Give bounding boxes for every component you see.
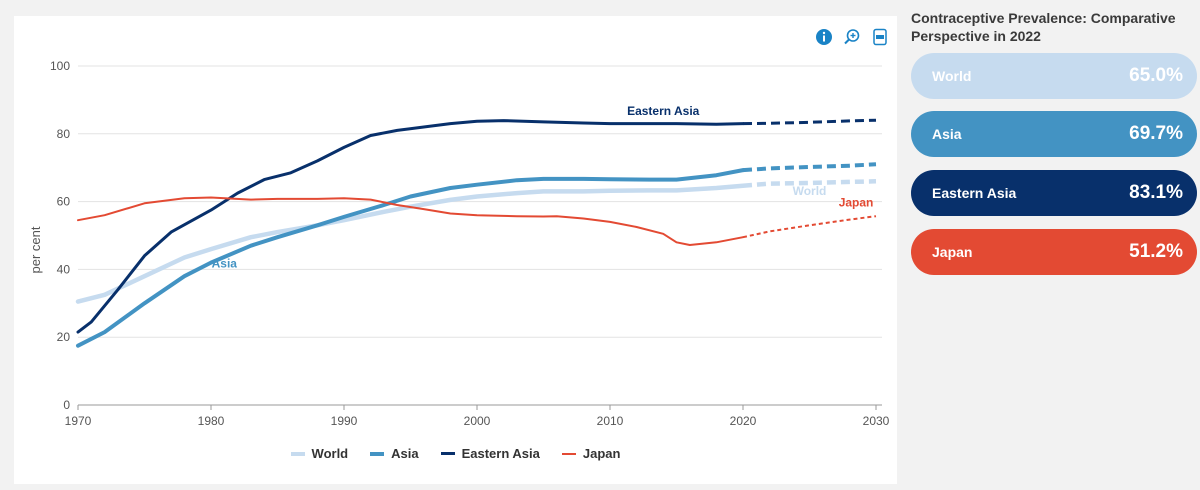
legend-swatch-japan — [561, 452, 576, 455]
legend-label-japan: Japan — [582, 446, 621, 461]
series — [75, 118, 877, 348]
x-tick-label: 2020 — [730, 414, 757, 428]
side-panel-title: Contraceptive Prevalence: Comparative Pe… — [911, 10, 1176, 44]
stat-value-japan: 51.2% — [1129, 241, 1183, 262]
legend-swatch-eastern-asia — [440, 452, 455, 455]
y-tick-label: 20 — [57, 330, 71, 344]
series-label-japan: Japan — [839, 196, 874, 210]
series-line-asia — [76, 168, 745, 348]
info-icon[interactable] — [815, 28, 833, 46]
stat-value-world: 65.0% — [1129, 65, 1183, 86]
stat-name-asia: Asia — [932, 126, 962, 142]
stat-name-world: World — [932, 68, 972, 84]
chart-legend: World Asia Eastern Asia Japan — [14, 446, 897, 461]
legend-item-eastern-asia[interactable]: Eastern Asia — [440, 446, 540, 461]
x-tick-label: 2000 — [464, 414, 491, 428]
y-tick-label: 40 — [57, 262, 71, 276]
series-labels: World Asia Eastern Asia Japan — [212, 104, 874, 271]
stat-card-eastern-asia: Eastern Asia 83.1% — [911, 170, 1197, 216]
stat-value-asia: 69.7% — [1129, 123, 1183, 144]
legend-item-asia[interactable]: Asia — [370, 446, 419, 461]
series-line-world — [75, 183, 746, 304]
chart-toolbar — [815, 28, 889, 46]
stat-card-asia: Asia 69.7% — [911, 111, 1197, 157]
y-axis-label: per cent — [28, 226, 43, 273]
grid — [78, 65, 882, 406]
x-tick-label: 1970 — [65, 414, 92, 428]
series-line-japan — [77, 196, 744, 246]
x-tick-label: 2030 — [863, 414, 890, 428]
download-icon[interactable] — [871, 28, 889, 46]
y-tick-label: 100 — [50, 59, 70, 73]
y-tick-label: 0 — [63, 398, 70, 412]
axes: 0 20 40 60 80 100 1970 1980 1990 2000 2010 2020 2030 — [50, 59, 890, 428]
legend-swatch-world — [290, 451, 305, 456]
chart-card: 0 20 40 60 80 100 1970 1980 1990 2000 2010 2020 2030… — [14, 16, 897, 484]
stat-value-eastern-asia: 83.1% — [1129, 182, 1183, 203]
legend-item-japan[interactable]: Japan — [561, 446, 621, 461]
zoom-icon[interactable] — [843, 28, 861, 46]
stat-name-japan: Japan — [932, 244, 973, 260]
line-chart: 0 20 40 60 80 100 1970 1980 1990 2000 2010 2020 2030… — [28, 59, 890, 428]
legend-swatch-asia — [370, 451, 385, 456]
series-label-world: World — [793, 184, 827, 198]
x-tick-label: 2010 — [597, 414, 624, 428]
series-projection-japan — [742, 215, 877, 239]
legend-label-world: World — [311, 446, 349, 461]
x-tick-label: 1990 — [331, 414, 358, 428]
series-projection-world — [742, 179, 877, 188]
y-tick-label: 80 — [57, 127, 71, 141]
series-label-asia: Asia — [212, 257, 238, 271]
legend-label-asia: Asia — [391, 446, 419, 461]
stat-name-eastern-asia: Eastern Asia — [932, 185, 1017, 201]
series-line-eastern-asia — [76, 119, 745, 334]
legend-label-eastern-asia: Eastern Asia — [461, 446, 540, 461]
series-label-eastern-asia: Eastern Asia — [627, 104, 700, 118]
y-tick-label: 60 — [57, 195, 71, 209]
series-projection-asia — [742, 162, 877, 173]
legend-item-world[interactable]: World — [290, 446, 349, 461]
x-tick-label: 1980 — [198, 414, 225, 428]
series-projection-eastern-asia — [742, 118, 877, 126]
stat-card-japan: Japan 51.2% — [911, 229, 1197, 275]
stat-card-world: World 65.0% — [911, 53, 1197, 99]
